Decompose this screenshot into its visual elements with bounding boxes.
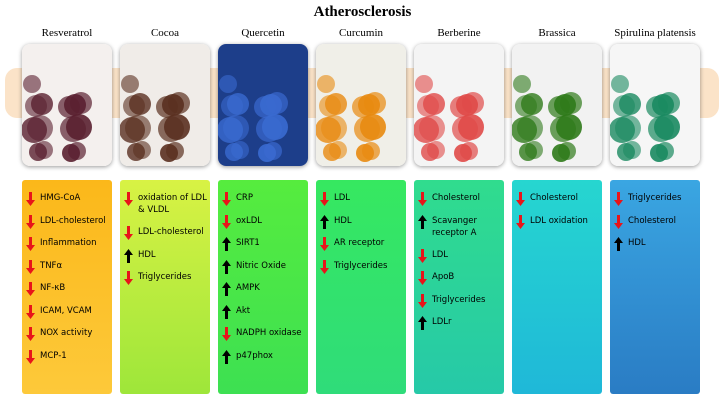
effect-text: HDL (334, 215, 352, 226)
effect-item: Triglycerides (614, 192, 700, 206)
effect-item: Triglycerides (124, 271, 210, 285)
effect-item: NF-κB (26, 282, 112, 296)
effect-item: Triglycerides (418, 293, 504, 308)
effect-item: Cholesterol (614, 214, 700, 229)
effect-item: LDL-cholesterol (26, 214, 112, 229)
effect-item: AR receptor (320, 237, 406, 251)
effect-text: Cholesterol (432, 193, 480, 203)
effect-text: Cholesterol (530, 193, 578, 203)
effect-text: Triglycerides (628, 193, 682, 203)
column-name: Brassica (538, 27, 576, 39)
effect-item: NOX activity (26, 327, 112, 341)
panel: Cholesterol Scavanger receptor A LDL ApoB Tr… (414, 180, 504, 394)
effect-text: Akt (236, 305, 251, 316)
effect-text: LDL oxidation (530, 215, 588, 226)
effect-item: LDLr (418, 316, 504, 330)
effect-text: AR receptor (334, 238, 385, 248)
effect-item: Cholesterol (418, 192, 504, 206)
effect-item: ApoB (418, 271, 504, 285)
effect-item: LDL-cholesterol (124, 226, 210, 240)
column-image (414, 44, 504, 166)
effect-text: AMPK (236, 283, 260, 293)
column-image (512, 44, 602, 166)
effect-item: p47phox (222, 349, 308, 364)
effect-text: Nitric Oxide (236, 260, 286, 271)
effect-item: LDL (418, 248, 504, 263)
effect-item: Akt (222, 304, 308, 319)
column-image (22, 44, 112, 166)
effect-item: Triglycerides (320, 259, 406, 274)
effect-text: CRP (236, 193, 253, 203)
panel: Triglycerides Cholesterol HDL (610, 180, 700, 394)
column-name: Spirulina platensis (614, 27, 696, 39)
effect-item: NADPH oxidase (222, 327, 308, 341)
column-image (610, 44, 700, 166)
effect-item: Cholesterol (516, 192, 602, 206)
effect-text: NADPH oxidase (236, 328, 302, 338)
effect-text: Triglycerides (138, 272, 192, 282)
panel: oxidation of LDL & VLDL LDL-cholesterol HD… (120, 180, 210, 394)
panel: CRP oxLDL SIRT1 Nitric Oxide AMPK Akt NADPH ox… (218, 180, 308, 394)
effect-text: HDL (138, 249, 156, 260)
effect-text: NOX activity (40, 328, 93, 338)
effect-item: HDL (320, 214, 406, 229)
effect-item: CRP (222, 192, 308, 206)
effect-text: Scavanger receptor A (432, 215, 478, 238)
column-image (120, 44, 210, 166)
effect-text: LDL-cholesterol (40, 215, 106, 226)
effect-text: ICAM, VCAM (40, 305, 92, 316)
panel: LDL HDL AR receptor Triglycerides (316, 180, 406, 394)
effect-text: SIRT1 (236, 238, 260, 248)
effect-text: Triglycerides (432, 294, 486, 305)
column-name: Berberine (437, 27, 481, 39)
column-name: Cocoa (150, 27, 180, 39)
effect-text: Inflammation (40, 238, 97, 248)
effect-text: LDLr (432, 317, 452, 327)
effect-item: HDL (124, 248, 210, 263)
effect-text: MCP-1 (40, 350, 67, 361)
effect-text: TNFα (40, 260, 63, 271)
column-image (218, 44, 308, 166)
effect-item: oxidation of LDL & VLDL (124, 192, 210, 216)
effect-text: LDL (432, 249, 449, 260)
effect-item: LDL (320, 192, 406, 206)
effect-text: p47phox (236, 350, 273, 361)
column-name: Curcumin (339, 27, 383, 39)
effect-text: LDL (334, 193, 351, 203)
effect-item: AMPK (222, 282, 308, 296)
effect-text: ApoB (432, 272, 455, 282)
column-name: Resveratrol (41, 27, 93, 39)
effect-text: Cholesterol (628, 215, 676, 226)
effect-text: HMG-CoA (40, 193, 81, 203)
column-name: Quercetin (241, 27, 285, 39)
effect-text: Triglycerides (334, 260, 388, 271)
effect-text: oxidation of LDL & VLDL (138, 193, 207, 215)
panel: Cholesterol LDL oxidation (512, 180, 602, 394)
effect-item: Inflammation (26, 237, 112, 251)
column-image (316, 44, 406, 166)
effect-text: HDL (628, 238, 646, 248)
effect-item: HMG-CoA (26, 192, 112, 206)
panel: HMG-CoA LDL-cholesterol Inflammation TNFα NF… (22, 180, 112, 394)
effect-item: LDL oxidation (516, 214, 602, 229)
effect-item: SIRT1 (222, 237, 308, 251)
title: Atherosclerosis (313, 4, 412, 20)
effect-text: LDL-cholesterol (138, 227, 204, 237)
effect-item: HDL (614, 237, 700, 251)
effect-item: oxLDL (222, 214, 308, 229)
effect-item: Nitric Oxide (222, 259, 308, 274)
effect-item: MCP-1 (26, 349, 112, 364)
effect-text: oxLDL (236, 215, 262, 226)
effect-item: ICAM, VCAM (26, 304, 112, 319)
effect-text: NF-κB (40, 283, 66, 293)
effect-item: TNFα (26, 259, 112, 274)
effect-item: Scavanger receptor A (418, 214, 504, 239)
